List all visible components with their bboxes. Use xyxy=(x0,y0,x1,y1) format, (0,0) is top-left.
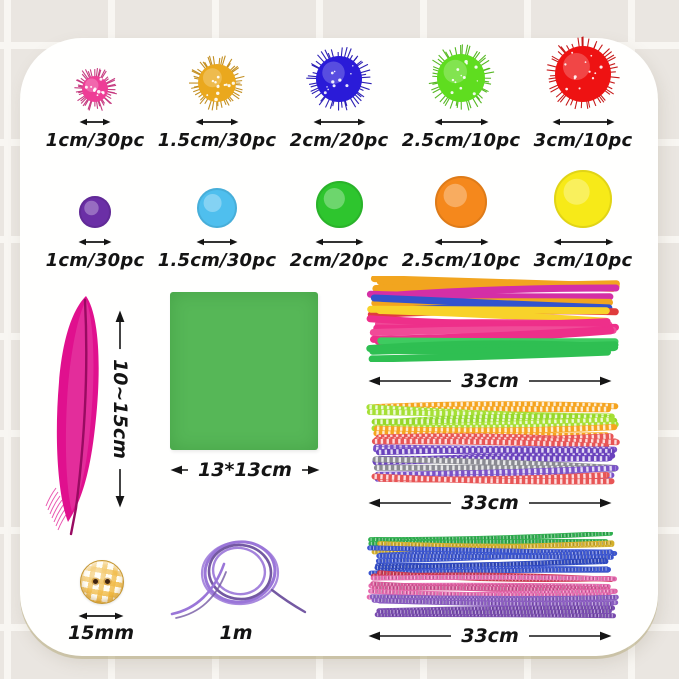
pompom-item: 2.5cm/10pc xyxy=(400,162,522,272)
width-arrow-icon xyxy=(552,118,614,126)
pompom-image xyxy=(79,196,111,228)
width-arrow-icon xyxy=(553,238,613,246)
width-arrow-icon xyxy=(313,118,365,126)
width-arrow-icon xyxy=(196,238,238,246)
pompom-item: 1.5cm/30pc xyxy=(156,42,278,152)
pompom-image-area xyxy=(75,162,115,232)
size-count-label: 1.5cm/30pc xyxy=(157,250,277,271)
craft-paper-image xyxy=(170,292,318,450)
pompom-item: 2.5cm/10pc xyxy=(400,42,522,152)
pompom-image xyxy=(428,44,495,111)
pompom-image xyxy=(74,67,117,111)
feather-image xyxy=(45,296,99,536)
cord-length-label: 1m xyxy=(219,622,253,644)
width-arrow-icon xyxy=(195,118,239,126)
pompom-image xyxy=(554,170,612,228)
pompom-item: 3cm/10pc xyxy=(522,162,644,272)
size-count-label: 2.5cm/10pc xyxy=(401,250,521,271)
pipe-cleaner-length-dimension: 33cm xyxy=(368,369,612,393)
pompom-image xyxy=(435,176,487,228)
width-arrow-icon xyxy=(78,612,124,620)
width-arrow-icon xyxy=(434,238,488,246)
pipe-cleaners-tinsel-image xyxy=(366,532,619,619)
feather-height-dimension: 10~15cm xyxy=(108,310,132,508)
pompom-image-area xyxy=(431,162,491,232)
pipe-cleaner-length-label: 33cm xyxy=(451,370,529,392)
pompom-item: 1cm/30pc xyxy=(34,42,156,152)
pompom-item: 2cm/20pc xyxy=(278,162,400,272)
feather-size-label: 10~15cm xyxy=(109,349,131,469)
pompom-image xyxy=(306,47,372,111)
paper-size-label: 13*13cm xyxy=(188,459,302,481)
pompom-image xyxy=(189,55,245,111)
width-arrow-icon xyxy=(79,118,111,126)
button-hole xyxy=(93,579,98,584)
pompom-item: 1.5cm/30pc xyxy=(156,162,278,272)
glitter-pompom-row: 1cm/30pc 1.5cm/30pc 2cm/20pc 2.5cm/10pc 3cm/… xyxy=(34,36,644,152)
pompom-image-area xyxy=(312,162,367,232)
pompom-item: 2cm/20pc xyxy=(278,42,400,152)
pompom-item: 1cm/30pc xyxy=(34,162,156,272)
size-count-label: 1cm/30pc xyxy=(45,130,145,151)
width-arrow-icon xyxy=(434,118,488,126)
pipe-cleaner-length-label: 33cm xyxy=(451,492,529,514)
plain-pompom-row: 1cm/30pc 1.5cm/30pc 2cm/20pc 2.5cm/10pc 3cm/… xyxy=(34,162,644,272)
size-count-label: 1cm/30pc xyxy=(45,250,145,271)
pompom-image xyxy=(315,181,363,228)
size-count-label: 3cm/10pc xyxy=(533,250,633,271)
product-card: 1cm/30pc 1.5cm/30pc 2cm/20pc 2.5cm/10pc 3cm/… xyxy=(20,36,658,656)
pompom-image xyxy=(197,188,237,228)
size-count-label: 1.5cm/30pc xyxy=(157,130,277,151)
pompom-image-area xyxy=(188,42,246,112)
pompom-image-area xyxy=(72,42,118,112)
size-count-label: 2cm/20pc xyxy=(289,250,389,271)
pipe-cleaner-length-dimension: 33cm xyxy=(368,624,612,648)
size-count-label: 2cm/20pc xyxy=(289,130,389,151)
width-arrow-icon xyxy=(78,238,112,246)
pipe-cleaners-solid-image xyxy=(366,276,620,362)
pompom-item: 3cm/10pc xyxy=(522,36,644,152)
pompom-image-area xyxy=(193,162,241,232)
pompom-image-area xyxy=(545,36,621,112)
pipe-cleaner-length-dimension: 33cm xyxy=(368,491,612,515)
size-count-label: 2.5cm/10pc xyxy=(401,130,521,151)
button-size-label: 15mm xyxy=(67,622,135,644)
paper-size-dimension: 13*13cm xyxy=(170,458,320,482)
pipe-cleaners-striped-image xyxy=(366,401,620,485)
pompom-image-area xyxy=(550,162,616,232)
button-image xyxy=(80,560,124,604)
pompom-image xyxy=(546,36,620,110)
button-hole xyxy=(105,579,110,584)
pompom-image-area xyxy=(306,42,372,112)
cord-image xyxy=(170,540,307,619)
width-arrow-icon xyxy=(315,238,363,246)
pipe-cleaner-length-label: 33cm xyxy=(451,625,529,647)
size-count-label: 3cm/10pc xyxy=(533,130,633,151)
pompom-image-area xyxy=(427,42,495,112)
